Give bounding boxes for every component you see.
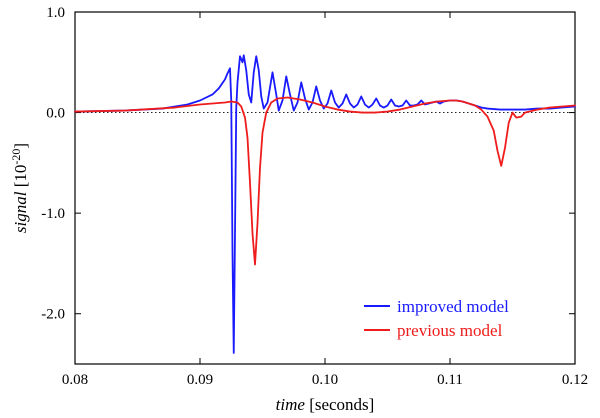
x-tick-label: 0.09 xyxy=(187,372,213,388)
y-axis-label: signal [10-20] xyxy=(9,143,30,233)
x-tick-label: 0.11 xyxy=(437,372,463,388)
legend-label-previous: previous model xyxy=(397,321,503,340)
legend: improved model previous model xyxy=(364,297,509,340)
ticks-layer: 0.08 0.09 0.10 0.11 0.12 1.0 0.0 -1.0 -2.0 xyxy=(41,5,588,388)
x-tick-label: 0.08 xyxy=(62,372,88,388)
x-tick-label: 0.12 xyxy=(562,372,588,388)
x-tick-label: 0.10 xyxy=(312,372,338,388)
legend-label-improved: improved model xyxy=(397,297,509,316)
x-axis-label: time [seconds] xyxy=(276,395,375,414)
y-tick-label: 1.0 xyxy=(46,5,65,21)
series-layer xyxy=(74,54,576,354)
series-line-previous-model xyxy=(74,96,576,266)
series-line-improved-model xyxy=(74,54,576,354)
y-tick-label: 0.0 xyxy=(46,106,65,122)
y-tick-label: -2.0 xyxy=(41,307,65,323)
y-tick-label: -1.0 xyxy=(41,206,65,222)
